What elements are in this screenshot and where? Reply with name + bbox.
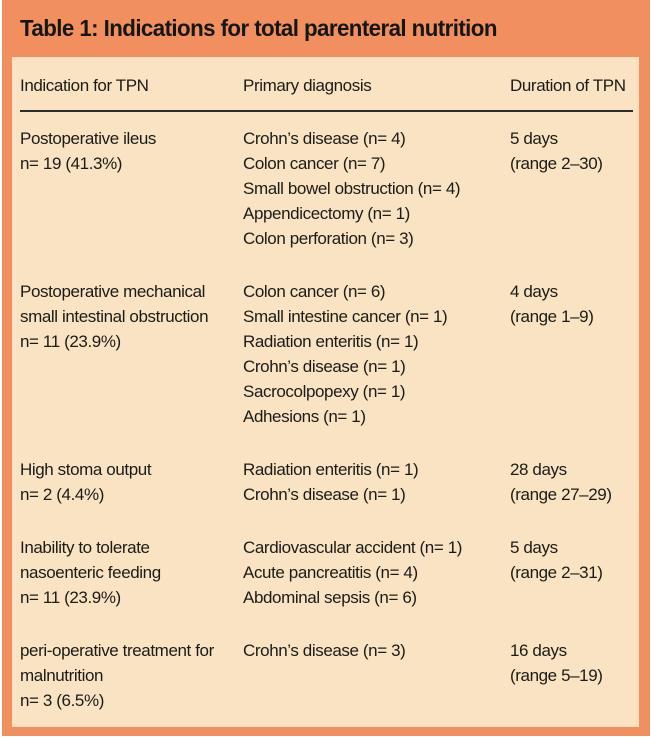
cell-line: Postoperative mechanical — [20, 282, 206, 301]
cell-line: Crohn’s disease (n= 1) — [243, 357, 406, 376]
cell-line: Small intestine cancer (n= 1) — [243, 307, 448, 326]
duration-cell: 16 days (range 5–19) — [510, 638, 633, 713]
table-title: Table 1: Indications for total parentera… — [20, 15, 497, 41]
duration-cell: 5 days (range 2–30) — [510, 126, 633, 251]
cell-line: Inability to tolerate — [20, 538, 150, 557]
cell-line: small intestinal obstruction — [20, 307, 209, 326]
table-title-band: Table 1: Indications for total parentera… — [2, 0, 650, 57]
table-rows: Postoperative ileus n= 19 (41.3%) Crohn’s … — [20, 126, 633, 713]
cell-line: Cardiovascular accident (n= 1) — [243, 538, 463, 557]
column-header-diagnosis: Primary diagnosis — [243, 76, 372, 95]
cell-line: Postoperative ileus — [20, 129, 157, 148]
indication-cell: Postoperative mechanical small intestinal… — [20, 279, 243, 429]
cell-line: n= 19 (41.3%) — [20, 154, 123, 173]
duration-cell: 5 days (range 2–31) — [510, 535, 633, 610]
cell-line: Colon perforation (n= 3) — [243, 229, 414, 248]
duration-cell: 4 days (range 1–9) — [510, 279, 633, 429]
cell-line: 16 days — [510, 641, 567, 660]
cell-line: Crohn’s disease (n= 4) — [243, 129, 406, 148]
table-row: Inability to tolerate nasoenteric feeding… — [20, 535, 633, 610]
cell-line: 4 days — [510, 282, 558, 301]
diagnosis-cell: Colon cancer (n= 6) Small intestine cance… — [243, 279, 510, 429]
cell-line: n= 11 (23.9%) — [20, 588, 121, 607]
column-header-indication: Indication for TPN — [20, 76, 149, 95]
cell-line: Colon cancer (n= 6) — [243, 282, 386, 301]
cell-line: Colon cancer (n= 7) — [243, 154, 386, 173]
cell-line: Small bowel obstruction (n= 4) — [243, 179, 461, 198]
indication-cell: peri-operative treatment for malnutrition… — [20, 638, 243, 713]
cell-line: Crohn’s disease (n= 1) — [243, 485, 406, 504]
diagnosis-cell: Crohn’s disease (n= 3) — [243, 638, 510, 713]
cell-line: malnutrition — [20, 666, 104, 685]
cell-line: 28 days — [510, 460, 567, 479]
cell-line: (range 27–29) — [510, 485, 612, 504]
column-header-duration: Duration of TPN — [510, 76, 626, 95]
cell-line: Radiation enteritis (n= 1) — [243, 460, 419, 479]
table-body-panel: Indication for TPN Primary diagnosis Dur… — [12, 57, 639, 727]
diagnosis-cell: Cardiovascular accident (n= 1) Acute panc… — [243, 535, 510, 610]
cell-line: peri-operative treatment for — [20, 641, 214, 660]
cell-line: n= 11 (23.9%) — [20, 332, 121, 351]
duration-cell: 28 days (range 27–29) — [510, 457, 633, 507]
cell-line: Radiation enteritis (n= 1) — [243, 332, 419, 351]
cell-line: Sacrocolpopexy (n= 1) — [243, 382, 406, 401]
cell-line: Abdominal sepsis (n= 6) — [243, 588, 417, 607]
table-row: Postoperative ileus n= 19 (41.3%) Crohn’s … — [20, 126, 633, 251]
indication-cell: Inability to tolerate nasoenteric feeding… — [20, 535, 243, 610]
indication-cell: High stoma output n= 2 (4.4%) — [20, 457, 243, 507]
diagnosis-cell: Crohn’s disease (n= 4) Colon cancer (n= 7… — [243, 126, 510, 251]
table-row: peri-operative treatment for malnutrition… — [20, 638, 633, 713]
cell-line: nasoenteric feeding — [20, 563, 161, 582]
table-row: High stoma output n= 2 (4.4%) Radiation en… — [20, 457, 633, 507]
cell-line: 5 days — [510, 129, 558, 148]
cell-line: High stoma output — [20, 460, 152, 479]
cell-line: (range 2–30) — [510, 154, 603, 173]
column-header-row: Indication for TPN Primary diagnosis Dur… — [20, 76, 633, 96]
indication-cell: Postoperative ileus n= 19 (41.3%) — [20, 126, 243, 251]
cell-line: 5 days — [510, 538, 558, 557]
cell-line: (range 5–19) — [510, 666, 603, 685]
cell-line: n= 2 (4.4%) — [20, 485, 104, 504]
header-divider-rule — [20, 110, 633, 112]
cell-line: Appendicectomy (n= 1) — [243, 204, 410, 223]
cell-line: (range 2–31) — [510, 563, 603, 582]
cell-line: Acute pancreatitis (n= 4) — [243, 563, 418, 582]
cell-line: (range 1–9) — [510, 307, 594, 326]
table-row: Postoperative mechanical small intestinal… — [20, 279, 633, 429]
cell-line: n= 3 (6.5%) — [20, 691, 104, 710]
cell-line: Crohn’s disease (n= 3) — [243, 641, 406, 660]
diagnosis-cell: Radiation enteritis (n= 1) Crohn’s diseas… — [243, 457, 510, 507]
cell-line: Adhesions (n= 1) — [243, 407, 366, 426]
